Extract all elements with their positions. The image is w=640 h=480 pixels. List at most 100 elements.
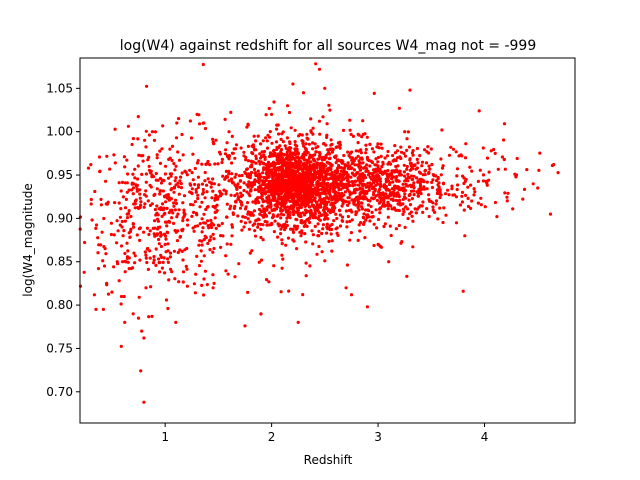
- data-point: [250, 151, 254, 155]
- data-point: [212, 237, 216, 241]
- data-point: [176, 250, 180, 255]
- data-point: [164, 237, 168, 241]
- data-point: [405, 167, 409, 171]
- data-point: [191, 178, 195, 182]
- data-point: [309, 187, 313, 191]
- data-point: [170, 270, 174, 274]
- data-point: [405, 137, 409, 141]
- data-point: [176, 229, 180, 233]
- data-point: [123, 320, 127, 324]
- data-point: [248, 194, 252, 198]
- data-point: [272, 149, 276, 153]
- data-point: [441, 164, 445, 168]
- data-point: [277, 161, 281, 165]
- data-point: [269, 223, 273, 227]
- data-point: [177, 158, 182, 162]
- data-point: [132, 251, 136, 255]
- data-point: [308, 264, 312, 268]
- data-point: [320, 199, 324, 204]
- data-point: [349, 231, 353, 235]
- data-point: [251, 200, 255, 204]
- data-point: [215, 203, 219, 207]
- data-point: [361, 132, 365, 136]
- data-point: [174, 198, 178, 202]
- data-point: [261, 171, 265, 175]
- data-point: [188, 119, 192, 123]
- data-point: [260, 150, 264, 154]
- data-point: [135, 233, 139, 237]
- data-point: [348, 190, 352, 194]
- data-point: [221, 234, 225, 238]
- data-point: [330, 150, 334, 154]
- data-point: [487, 170, 491, 174]
- data-point: [285, 153, 289, 158]
- data-point: [245, 190, 249, 194]
- data-point: [362, 212, 366, 216]
- data-point: [430, 162, 434, 167]
- data-point: [348, 118, 352, 122]
- data-point: [320, 231, 324, 236]
- data-point: [293, 185, 297, 189]
- data-point: [295, 206, 299, 210]
- data-point: [313, 208, 317, 212]
- data-point: [281, 170, 285, 174]
- data-point: [375, 226, 379, 230]
- data-point: [288, 141, 292, 146]
- x-axis: 1 2 3 4: [161, 423, 488, 444]
- data-point: [242, 154, 246, 158]
- x-tick-label: 3: [374, 430, 382, 444]
- data-point: [385, 172, 390, 176]
- data-point: [455, 167, 460, 171]
- data-point: [200, 243, 204, 247]
- data-point: [340, 191, 344, 195]
- data-point: [338, 146, 342, 150]
- data-point: [260, 154, 265, 159]
- data-point: [211, 177, 215, 181]
- data-point: [476, 201, 480, 205]
- data-point: [272, 230, 276, 234]
- data-point: [147, 232, 151, 237]
- data-point: [168, 255, 172, 259]
- data-point: [193, 166, 197, 171]
- data-point: [275, 127, 279, 131]
- data-point: [387, 160, 391, 164]
- data-point: [415, 157, 419, 161]
- data-point: [349, 175, 353, 179]
- data-point: [259, 258, 264, 262]
- data-point: [272, 264, 276, 268]
- data-point: [252, 209, 257, 213]
- data-point: [158, 161, 163, 165]
- data-point: [181, 219, 185, 223]
- data-point: [276, 166, 280, 170]
- data-point: [282, 203, 286, 208]
- data-point: [514, 173, 519, 177]
- data-point: [376, 217, 381, 222]
- data-point: [149, 285, 153, 289]
- data-point: [265, 146, 270, 150]
- data-point: [203, 170, 207, 175]
- data-point: [285, 136, 289, 140]
- data-point: [378, 211, 382, 215]
- data-point: [153, 234, 157, 238]
- data-point: [408, 88, 412, 92]
- data-point: [257, 207, 262, 212]
- data-point: [354, 188, 358, 192]
- data-point: [433, 210, 437, 214]
- data-point: [136, 164, 140, 168]
- data-point: [552, 163, 556, 167]
- data-point: [338, 209, 342, 213]
- data-point: [335, 178, 339, 182]
- data-point: [300, 133, 304, 137]
- data-point: [157, 237, 161, 242]
- data-point: [194, 211, 199, 215]
- data-point: [275, 147, 279, 152]
- data-point: [346, 196, 350, 200]
- data-point: [136, 137, 140, 141]
- data-point: [357, 159, 361, 163]
- data-point: [257, 159, 261, 163]
- data-point: [110, 290, 114, 294]
- data-point: [318, 154, 322, 158]
- data-point: [233, 194, 237, 198]
- data-point: [311, 233, 315, 237]
- data-point: [472, 193, 476, 197]
